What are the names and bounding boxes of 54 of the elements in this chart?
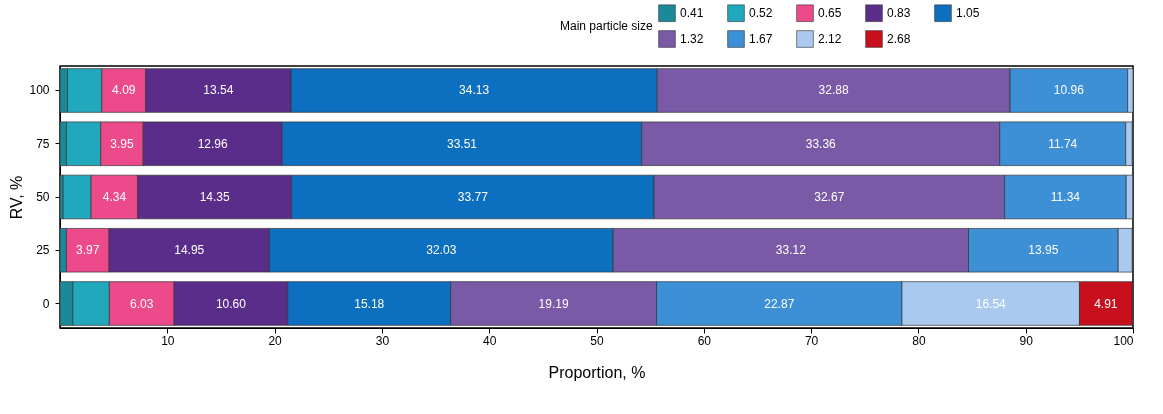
- x-tick-label: 30: [375, 333, 390, 348]
- x-tick-label: 70: [804, 333, 819, 348]
- data-label: 4.34: [102, 190, 127, 204]
- data-label: 3.95: [110, 136, 134, 151]
- legend-label: 1.32: [680, 32, 704, 46]
- legend-label: 0.83: [887, 6, 911, 21]
- x-tick-label: 50: [590, 333, 604, 348]
- data-label: 14.35: [199, 190, 231, 204]
- legend-label: 0.41: [680, 6, 704, 21]
- data-label: 32.03: [426, 243, 457, 258]
- data-label: 4.09: [112, 83, 136, 98]
- x-tick-label: 90: [1019, 333, 1034, 348]
- legend-label: 2.12: [818, 32, 842, 46]
- x-tick-label: 60: [697, 333, 712, 348]
- y-axis-title: RV, %: [8, 175, 26, 220]
- data-label: 33.36: [805, 136, 837, 151]
- y-tick-label: 100: [29, 83, 50, 98]
- y-tick-label: 50: [36, 190, 50, 204]
- x-axis-title: Proportion, %: [548, 363, 646, 381]
- x-tick-label: 80: [912, 333, 926, 348]
- data-label: 11.34: [1050, 190, 1081, 204]
- y-tick-label: 0: [42, 296, 50, 311]
- data-label: 16.54: [975, 296, 1007, 311]
- data-label: 13.54: [203, 83, 234, 98]
- legend-label: 1.05: [956, 6, 980, 21]
- y-tick-label: 75: [36, 136, 50, 151]
- data-label: 4.91: [1094, 296, 1118, 311]
- data-label: 22.87: [764, 296, 795, 311]
- data-label: 10.60: [215, 296, 247, 311]
- legend-label: 0.65: [818, 6, 842, 21]
- data-label: 33.77: [457, 190, 489, 204]
- data-label: 12.96: [197, 136, 229, 151]
- x-tick-label: 10: [161, 333, 175, 348]
- data-label: 34.13: [459, 83, 490, 98]
- legend-title: Main particle size: [560, 19, 654, 33]
- data-label: 10.96: [1053, 83, 1085, 98]
- data-label: 13.95: [1028, 243, 1059, 258]
- x-tick-label: 100: [1113, 333, 1134, 348]
- data-label: 6.03: [130, 296, 154, 311]
- data-label: 3.97: [76, 243, 100, 258]
- data-label: 11.74: [1048, 136, 1078, 151]
- y-tick-label: 25: [36, 243, 50, 258]
- data-label: 32.88: [818, 83, 849, 98]
- data-label: 19.19: [538, 296, 569, 311]
- legend-label: 0.52: [749, 6, 773, 21]
- data-label: 33.12: [775, 243, 807, 258]
- legend-label: 1.67: [749, 32, 773, 46]
- data-label: 15.18: [354, 296, 385, 311]
- x-tick-label: 20: [268, 333, 283, 348]
- x-tick-label: 40: [483, 333, 497, 348]
- data-label: 32.67: [814, 190, 845, 204]
- data-label: 33.51: [446, 136, 478, 151]
- legend-label: 2.68: [887, 32, 911, 46]
- data-label: 14.95: [174, 243, 205, 258]
